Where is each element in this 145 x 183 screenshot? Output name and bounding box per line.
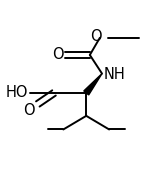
Text: O: O bbox=[23, 103, 35, 118]
Polygon shape bbox=[84, 74, 102, 95]
Text: O: O bbox=[52, 47, 63, 62]
Text: O: O bbox=[90, 29, 102, 44]
Text: NH: NH bbox=[104, 67, 125, 82]
Text: HO: HO bbox=[6, 85, 28, 100]
